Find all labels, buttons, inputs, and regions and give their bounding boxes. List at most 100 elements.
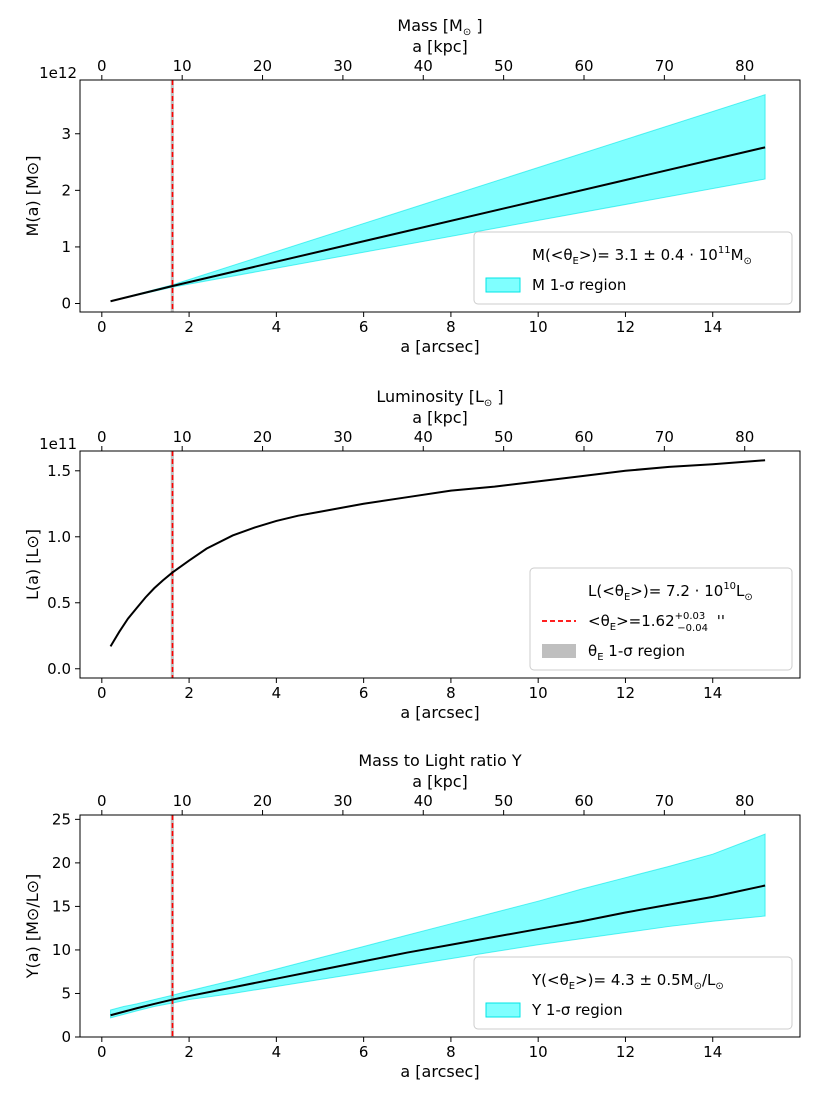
x-axis-label: a [arcsec] [400,1062,479,1081]
legend-label: <θE>=1.62+0.03 −0.04 '' [588,611,725,634]
x-tick-label: 6 [359,318,369,336]
chart-title: Mass [M⊙ ] [397,16,482,38]
legend-band-handle [485,277,521,293]
title-unit: ⊙ [484,398,492,409]
y-tick-label: 0.0 [47,660,71,678]
legend-text-part: >)= 4.3 ± 0.5M [575,971,694,989]
y-axis-label: M(a) [M⊙] [23,156,42,237]
legend: M(<θE>)= 3.1 ± 0.4 · 1011M⊙ M 1-σ region [473,231,793,305]
legend-frame [473,956,793,1030]
legend-sup: +0.03 [675,611,706,622]
legend-sub: −0.04 [677,623,708,634]
legend: L(<θE>)= 7.2 · 1010L⊙<θE>=1.62+0.03 −0.04… [529,567,793,671]
top-x-tick-label: 10 [173,792,192,810]
x-tick-label: 0 [97,1043,107,1061]
chart-title: Luminosity [L⊙ ] [376,387,503,409]
y-tick-label: 1 [61,238,71,256]
top-x-tick-label: 80 [735,428,754,446]
plot-area [110,815,766,1037]
legend-gray-handle [542,644,576,658]
x-axis-label: a [arcsec] [400,337,479,356]
x-tick-label: 12 [616,684,635,702]
title-text: Mass to Light ratio Y [358,751,522,770]
title-close: ] [471,16,482,35]
x-tick-label: 12 [616,1043,635,1061]
y-tick-label: 2 [61,181,71,199]
y-tick-label: 1.0 [47,528,71,546]
x-tick-label: 14 [703,318,722,336]
x-tick-label: 8 [446,1043,456,1061]
y-tick-label: 25 [52,810,71,828]
top-x-tick-label: 20 [253,57,272,75]
chart-title: Mass to Light ratio Y [358,751,522,770]
x-tick-label: 0 [97,684,107,702]
legend-sub: ⊙ [694,981,702,992]
top-x-tick-label: 40 [414,792,433,810]
series-line [110,146,766,303]
legend-text-part: 1-σ region [604,642,685,660]
y-tick-label: 1.5 [47,462,71,480]
x-tick-label: 6 [359,684,369,702]
top-x-tick-label: 20 [253,792,272,810]
legend-text-part: M(<θ [532,246,573,264]
top-x-tick-label: 30 [333,792,352,810]
legend-sub: E [610,622,616,633]
x-tick-label: 4 [272,684,282,702]
x-tick-label: 14 [703,684,722,702]
axes-frame [79,450,801,679]
legend-text-part: '' [712,612,725,630]
legend-sub: E [624,592,630,603]
axes-frame [79,814,801,1038]
legend-text-part: L [736,582,745,600]
y-tick-label: 3 [61,125,71,143]
legend-text-part: M [731,246,744,264]
legend-sup: 10 [723,581,736,592]
top-x-tick-label: 20 [253,428,272,446]
top-x-tick-label: 0 [97,57,107,75]
legend-label: Y(<θE>)= 4.3 ± 0.5M⊙/L⊙ [531,971,724,992]
top-x-tick-label: 10 [173,428,192,446]
top-x-tick-label: 50 [494,57,513,75]
legend-text-part: Y(<θ [531,971,569,989]
panel-3: 0 2 4 6 8 10 12 14 0 10 20 30 40 50 60 70 80 0 5 10 15 20 25 a … [23,751,801,1081]
x-tick-label: 14 [703,1043,722,1061]
legend-band-handle [485,1002,521,1018]
x-tick-label: 8 [446,684,456,702]
top-x-tick-label: 50 [494,792,513,810]
legend-text-part: θ [588,642,597,660]
top-x-tick-label: 30 [333,57,352,75]
top-x-tick-label: 0 [97,792,107,810]
series-line [110,884,766,1017]
legend-sub: E [597,652,603,663]
title-close: ] [492,387,503,406]
axes-frame [79,79,801,313]
title-unit: ⊙ [463,27,471,38]
top-x-tick-label: 40 [414,57,433,75]
top-x-tick-label: 70 [655,57,674,75]
legend-text-part: /L [702,971,716,989]
y-axis-label: L(a) [L⊙] [23,529,42,600]
y-tick-label: 0 [61,1028,71,1046]
legend-sub: E [573,256,579,267]
legend-sub: ⊙ [744,256,752,267]
legend-text-part: >)= 3.1 ± 0.4 · 10 [579,246,718,264]
plot-area [109,451,766,678]
x-tick-label: 8 [446,318,456,336]
top-x-axis-label: a [kpc] [412,37,468,56]
top-x-tick-label: 10 [173,57,192,75]
top-x-tick-label: 60 [574,792,593,810]
x-tick-label: 2 [184,1043,194,1061]
legend-sub: ⊙ [715,981,723,992]
top-x-tick-label: 70 [655,428,674,446]
legend-text-part: >)= 7.2 · 10 [630,582,723,600]
x-tick-label: 4 [272,318,282,336]
top-x-axis-label: a [kpc] [412,408,468,427]
legend-text-part: <θ [588,612,610,630]
x-tick-label: 2 [184,318,194,336]
x-tick-label: 0 [97,318,107,336]
top-x-tick-label: 60 [574,57,593,75]
confidence-band [110,833,766,1019]
legend-text-part: L(<θ [588,582,624,600]
y-tick-label: 5 [61,984,71,1002]
